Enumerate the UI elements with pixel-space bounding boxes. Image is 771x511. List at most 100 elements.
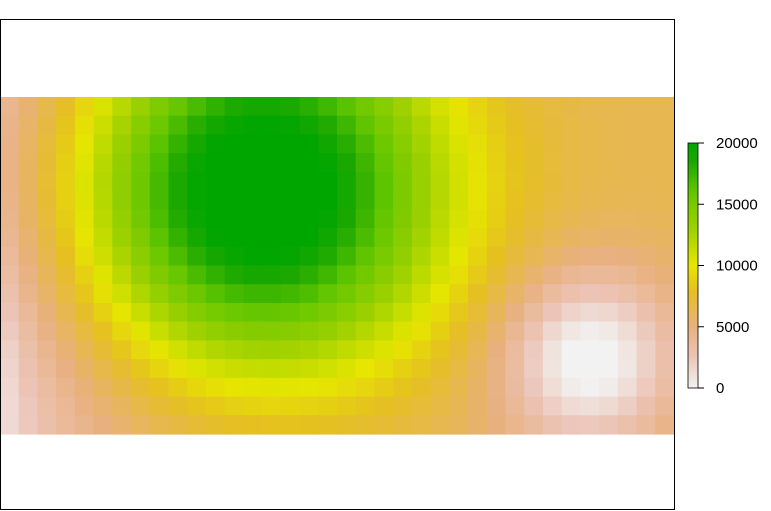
heatmap-cell — [18, 246, 39, 267]
heatmap-cell — [411, 190, 432, 210]
colorbar-segment — [688, 353, 698, 357]
heatmap-cell — [636, 228, 656, 248]
heatmap-cell — [262, 228, 282, 248]
heatmap-cell — [561, 134, 581, 154]
heatmap-cell — [505, 246, 525, 267]
heatmap-cell — [168, 209, 188, 229]
heatmap-cell — [299, 97, 319, 117]
heatmap-cell — [37, 246, 57, 267]
heatmap-cell — [0, 284, 20, 304]
heatmap-cell — [599, 415, 619, 435]
heatmap-cell — [486, 415, 507, 435]
heatmap-cell — [524, 321, 544, 341]
heatmap-cell — [243, 246, 263, 267]
heatmap-cell — [131, 115, 151, 136]
heatmap-cell — [599, 359, 619, 379]
heatmap-cell — [505, 359, 525, 379]
heatmap-cell — [299, 115, 319, 136]
heatmap-cell — [280, 321, 301, 341]
heatmap-cell — [262, 396, 282, 416]
heatmap-cell — [636, 97, 656, 117]
heatmap-cell — [430, 97, 450, 117]
heatmap-cell — [505, 396, 525, 416]
heatmap-cell — [74, 377, 95, 398]
heatmap-cell — [505, 171, 525, 192]
colorbar-segment — [688, 363, 698, 367]
heatmap-cell — [393, 190, 413, 210]
heatmap-cell — [393, 153, 413, 173]
heatmap-cell — [468, 284, 488, 304]
heatmap-cell — [355, 153, 376, 173]
heatmap-cell — [636, 284, 656, 304]
heatmap-cell — [280, 134, 301, 154]
heatmap-cell — [149, 321, 170, 341]
heatmap-cell — [131, 340, 151, 360]
heatmap-cell — [243, 396, 263, 416]
heatmap-cell — [205, 171, 226, 192]
colorbar-segment — [688, 277, 698, 281]
heatmap-cell — [0, 396, 20, 416]
heatmap-cell — [411, 340, 432, 360]
heatmap-cell — [337, 153, 357, 173]
heatmap-cell — [37, 284, 57, 304]
heatmap-cell — [187, 115, 207, 136]
heatmap-cell — [187, 134, 207, 154]
heatmap-cell — [486, 115, 507, 136]
heatmap-cell — [93, 115, 113, 136]
heatmap-cell — [580, 246, 600, 267]
heatmap-cell — [37, 302, 57, 323]
heatmap-cell — [524, 340, 544, 360]
colorbar-segment — [688, 299, 698, 303]
heatmap-cell — [337, 190, 357, 210]
heatmap-cell — [636, 302, 656, 323]
heatmap-cell — [505, 377, 525, 398]
heatmap-cell — [74, 265, 95, 285]
heatmap-cell — [468, 209, 488, 229]
heatmap-cell — [168, 171, 188, 192]
heatmap-cell — [449, 302, 469, 323]
heatmap-cell — [374, 265, 394, 285]
heatmap-cell — [580, 209, 600, 229]
heatmap-cell — [131, 171, 151, 192]
heatmap-cell — [486, 228, 507, 248]
heatmap-cell — [224, 415, 244, 435]
heatmap-cell — [131, 284, 151, 304]
heatmap-cell — [243, 115, 263, 136]
heatmap-cell — [187, 190, 207, 210]
heatmap-cell — [468, 134, 488, 154]
colorbar-segment — [688, 177, 698, 181]
heatmap-cell — [599, 265, 619, 285]
heatmap-cell — [37, 359, 57, 379]
heatmap-cell — [468, 246, 488, 267]
heatmap-cell — [18, 321, 39, 341]
colorbar-segment — [688, 221, 698, 225]
heatmap-cell — [37, 415, 57, 435]
heatmap-cell — [599, 377, 619, 398]
heatmap-cell — [542, 228, 563, 248]
heatmap-cell — [355, 134, 376, 154]
colorbar-segment — [688, 238, 698, 242]
colorbar-segment — [688, 321, 698, 325]
heatmap-cell — [542, 396, 563, 416]
heatmap-cell — [224, 153, 244, 173]
colorbar-segment — [688, 312, 698, 315]
heatmap-cell — [56, 246, 76, 267]
heatmap-cell — [168, 115, 188, 136]
heatmap-cell — [449, 209, 469, 229]
colorbar-segment — [688, 206, 698, 210]
heatmap-cell — [337, 115, 357, 136]
heatmap-cell — [56, 97, 76, 117]
heatmap-cell — [168, 246, 188, 267]
heatmap-cell — [93, 153, 113, 173]
heatmap-cell — [18, 115, 39, 136]
heatmap-cell — [636, 209, 656, 229]
heatmap-cell — [599, 115, 619, 136]
heatmap-cell — [355, 115, 376, 136]
heatmap-cell — [280, 171, 301, 192]
heatmap-cell — [636, 246, 656, 267]
heatmap-cell — [112, 265, 132, 285]
heatmap-cell — [18, 265, 39, 285]
colorbar-segment — [688, 258, 698, 262]
colorbar-tick-label: 5000 — [716, 319, 749, 336]
